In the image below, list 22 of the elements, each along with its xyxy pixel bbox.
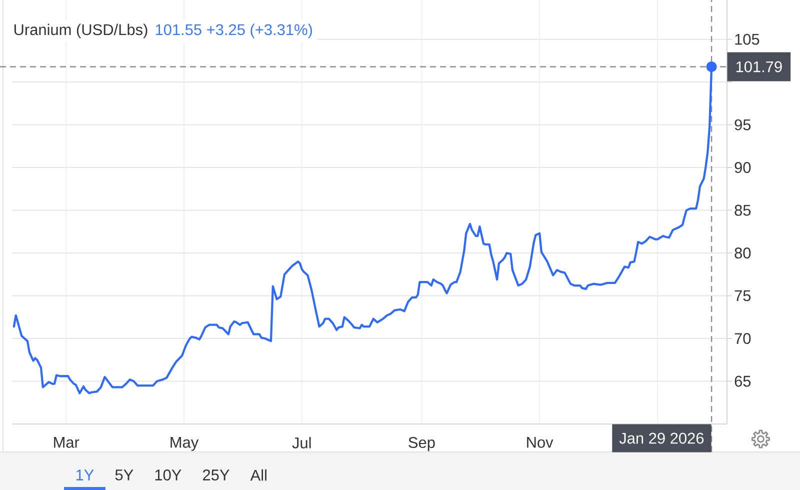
x-tick-label: Sep <box>408 437 435 452</box>
y-tick-label: 90 <box>734 162 751 174</box>
ref-line-label: 101.79 <box>736 61 782 72</box>
y-tick-label: 85 <box>734 204 751 216</box>
y-tick-label: 95 <box>734 119 751 130</box>
x-tick-label: May <box>170 437 199 451</box>
text: 10Y <box>155 470 182 480</box>
y-tick-label: 75 <box>734 290 751 302</box>
text: 101.55 +3.25 (+3.31%) <box>156 24 312 38</box>
text: All <box>250 469 266 481</box>
y-tick-label: 65 <box>734 376 751 387</box>
text: 25Y <box>203 470 230 480</box>
ref-line-label: Jan 29 2026 <box>619 432 704 444</box>
text: 5Y <box>115 470 134 480</box>
y-tick-label: 70 <box>734 333 751 344</box>
x-tick-label: Jul <box>292 437 311 448</box>
x-tick-label: Nov <box>527 437 554 448</box>
x-tick-label: Mar <box>54 437 80 448</box>
y-tick-label: 105 <box>735 34 760 45</box>
text: 1Y <box>76 470 94 480</box>
y-tick-label: 80 <box>734 248 751 258</box>
text: Uranium (USD/Lbs) <box>14 24 148 38</box>
